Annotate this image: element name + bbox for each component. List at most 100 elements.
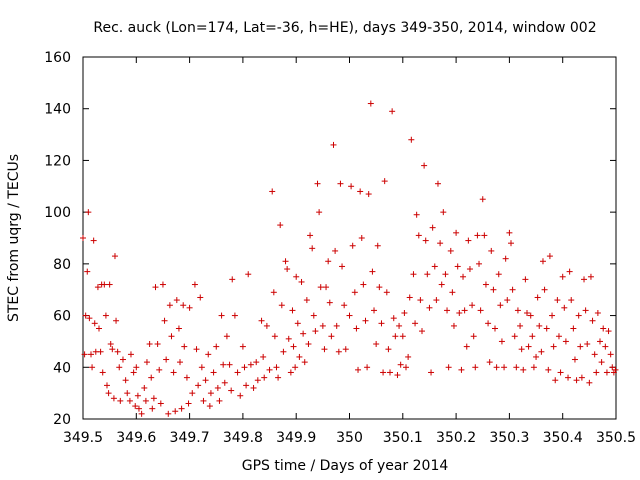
data-point <box>185 400 192 407</box>
data-point <box>81 351 88 358</box>
data-point <box>543 325 550 332</box>
data-point <box>328 333 335 340</box>
data-point <box>594 309 601 316</box>
data-point <box>374 242 381 249</box>
data-point <box>156 366 163 373</box>
data-point <box>85 209 92 216</box>
data-point <box>293 273 300 280</box>
data-point <box>349 242 356 249</box>
data-point <box>450 322 457 329</box>
x-tick-label: 349.6 <box>116 430 156 446</box>
data-point <box>433 297 440 304</box>
data-point <box>177 359 184 366</box>
data-point <box>321 346 328 353</box>
data-point <box>348 183 355 190</box>
data-point <box>186 304 193 311</box>
data-point <box>444 307 451 314</box>
data-point <box>394 372 401 379</box>
data-point <box>101 281 108 288</box>
data-point <box>396 322 403 329</box>
data-point <box>456 309 463 316</box>
x-axis: 349.5 349.6 349.7 349.8 349.9 350 350.1 350.2 35… <box>63 57 636 446</box>
y-axis-label: STEC from uqrg / TECUs <box>6 154 22 322</box>
data-point <box>458 366 465 373</box>
data-point <box>555 333 562 340</box>
data-point <box>207 390 214 397</box>
data-point <box>323 284 330 291</box>
data-point <box>465 237 472 244</box>
data-point <box>466 266 473 273</box>
data-point <box>254 377 261 384</box>
data-point <box>237 392 244 399</box>
data-point <box>278 302 285 309</box>
data-point <box>365 191 372 198</box>
data-point <box>369 268 376 275</box>
x-tick-label: 349.7 <box>170 430 210 446</box>
data-point <box>504 297 511 304</box>
data-point <box>287 369 294 376</box>
data-point <box>514 307 521 314</box>
data-point <box>135 405 142 412</box>
chart-title: Rec. auck (Lon=174, Lat=-36, h=HE), days… <box>93 20 596 36</box>
x-axis-label: GPS time / Days of year 2014 <box>242 458 449 474</box>
data-point <box>143 359 150 366</box>
data-point <box>271 333 278 340</box>
data-point <box>114 348 121 355</box>
data-point <box>91 320 98 327</box>
data-point <box>410 271 417 278</box>
data-point <box>258 317 265 324</box>
data-point <box>581 276 588 283</box>
data-point <box>600 325 607 332</box>
data-point <box>546 253 553 260</box>
data-point <box>181 343 188 350</box>
data-point <box>310 312 317 319</box>
data-point <box>301 359 308 366</box>
data-point <box>154 341 161 348</box>
data-point <box>94 284 101 291</box>
data-point <box>214 384 221 391</box>
data-point <box>290 343 297 350</box>
data-point <box>351 289 358 296</box>
data-point <box>149 405 156 412</box>
data-point <box>562 338 569 345</box>
data-point <box>172 408 179 415</box>
data-point <box>107 341 114 348</box>
data-point <box>110 395 117 402</box>
data-point <box>277 222 284 229</box>
y-tick-label: 20 <box>53 412 71 428</box>
data-point <box>117 397 124 404</box>
data-point <box>161 317 168 324</box>
data-point <box>116 364 123 371</box>
data-point <box>479 196 486 203</box>
data-point <box>387 369 394 376</box>
data-point <box>477 307 484 314</box>
data-point <box>520 366 527 373</box>
data-point <box>476 260 483 267</box>
data-point <box>587 273 594 280</box>
data-point <box>517 322 524 329</box>
data-point <box>269 188 276 195</box>
data-point <box>189 390 196 397</box>
data-point <box>197 294 204 301</box>
data-point <box>490 286 497 293</box>
data-point <box>213 343 220 350</box>
data-point <box>428 369 435 376</box>
data-point <box>270 289 277 296</box>
data-point <box>392 333 399 340</box>
data-point <box>157 400 164 407</box>
data-point <box>568 297 575 304</box>
data-point <box>522 276 529 283</box>
data-point <box>561 304 568 311</box>
data-point <box>509 286 516 293</box>
data-point <box>385 346 392 353</box>
y-tick-label: 140 <box>44 102 71 118</box>
data-point <box>305 341 312 348</box>
x-tick-label: 350 <box>336 430 363 446</box>
data-point <box>273 364 280 371</box>
data-point <box>170 369 177 376</box>
data-point <box>166 302 173 309</box>
data-point <box>289 307 296 314</box>
data-point <box>142 397 149 404</box>
data-point <box>552 377 559 384</box>
data-point <box>138 410 145 417</box>
